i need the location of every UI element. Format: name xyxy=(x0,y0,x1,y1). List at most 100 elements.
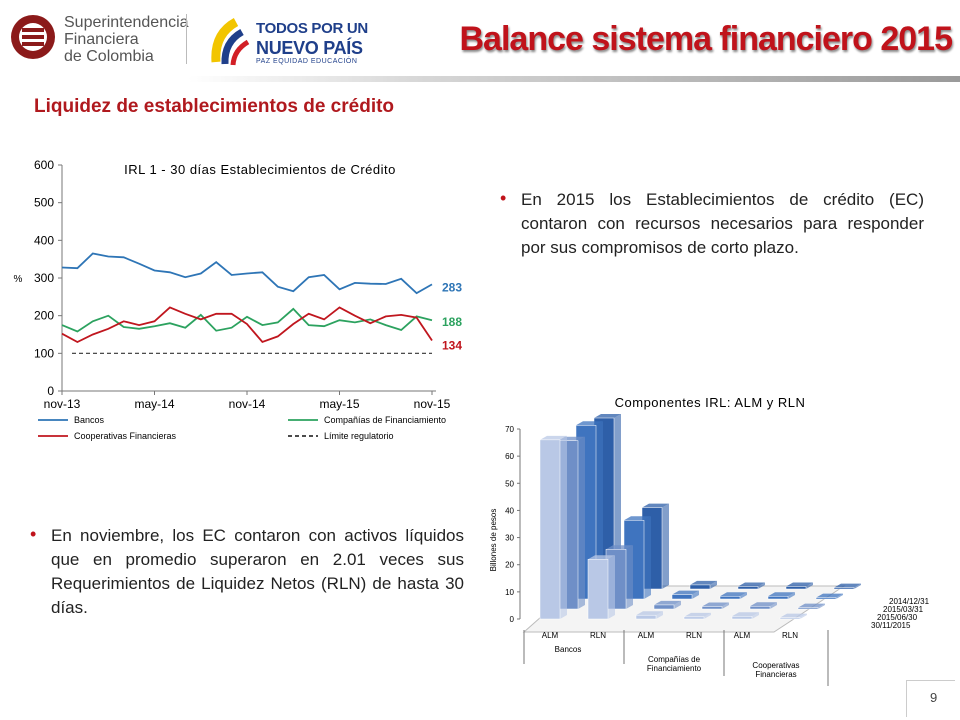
x-tick-label: may-14 xyxy=(134,397,174,411)
bar-side xyxy=(674,600,681,609)
category-label: RLN xyxy=(686,631,702,640)
bar-side xyxy=(740,592,747,599)
bar-3d xyxy=(833,583,861,590)
y-tick-label: 10 xyxy=(505,588,514,597)
bar-3d xyxy=(653,600,681,610)
series-row-label: 2015/03/31 xyxy=(883,605,924,614)
bar-top xyxy=(594,414,621,418)
bar-top xyxy=(684,612,711,617)
bar-top xyxy=(642,503,669,508)
series-line-1 xyxy=(61,307,433,333)
bar-face xyxy=(797,607,819,610)
series-row-label: 2014/12/31 xyxy=(889,597,930,606)
slogan-line-2: NUEVO PAÍS xyxy=(256,38,363,58)
bar-face xyxy=(749,606,771,610)
group-label: Cooperativas Financieras xyxy=(752,661,799,679)
y-tick-label: 400 xyxy=(34,233,54,247)
bar-top xyxy=(798,603,825,608)
bar-face xyxy=(731,616,753,620)
y-tick-label: 60 xyxy=(505,452,514,461)
irl-components-bar-chart: Componentes IRL: ALM y RLN Billones de p… xyxy=(489,395,930,686)
superfinanciera-emblem-icon xyxy=(11,15,55,59)
bar-top xyxy=(606,545,633,550)
end-value-label: 283 xyxy=(442,280,462,294)
bar-face xyxy=(635,614,657,620)
bar-top xyxy=(624,516,651,521)
series-row-label: 30/11/2015 xyxy=(871,621,911,630)
superfinanciera-logo: Superintendencia Financiera de Colombia xyxy=(8,12,189,68)
bar-face xyxy=(779,617,801,620)
series-row-label: 2015/06/30 xyxy=(877,613,918,622)
group-label-line: Compañías de xyxy=(648,655,701,664)
category-label: RLN xyxy=(782,631,798,640)
bar-top xyxy=(780,613,807,618)
bar-side xyxy=(626,545,633,609)
end-value-label: 134 xyxy=(442,339,462,353)
bar-side xyxy=(560,435,567,619)
section-title: Liquidez de establecimientos de crédito xyxy=(34,96,395,117)
category-label: RLN xyxy=(590,631,606,640)
y-tick-label: 40 xyxy=(505,506,514,515)
bar-side xyxy=(656,611,663,619)
bar-3d xyxy=(701,602,729,610)
bar-face xyxy=(815,597,837,600)
bullet-text: En noviembre, los EC contaron con activo… xyxy=(51,526,464,617)
bar-3d xyxy=(779,613,807,620)
slide-title: Balance sistema financiero 2015 xyxy=(459,20,953,58)
bar-top xyxy=(732,612,759,617)
bar-3d xyxy=(785,582,813,590)
header-divider xyxy=(186,14,187,64)
bar-face xyxy=(587,559,609,620)
bar-side xyxy=(704,612,711,619)
bar-face xyxy=(701,606,723,610)
group-label: Bancos xyxy=(555,645,582,654)
bar-3d xyxy=(719,592,747,600)
bar-side xyxy=(800,613,807,619)
bar-3d xyxy=(671,590,699,600)
bar-3d xyxy=(815,593,843,600)
y-tick-label: 300 xyxy=(34,271,54,285)
group-label-line: Cooperativas xyxy=(752,661,799,670)
bar-top xyxy=(738,582,765,587)
y-axis-label: % xyxy=(14,274,23,285)
y-tick-label: 0 xyxy=(47,384,54,398)
y-tick-label: 600 xyxy=(34,158,54,172)
bar-side xyxy=(752,612,759,619)
bar-side xyxy=(662,503,669,589)
bullet-text: En 2015 los Establecimientos de crédito … xyxy=(521,190,924,257)
chart-title: Componentes IRL: ALM y RLN xyxy=(615,395,806,410)
bar-3d xyxy=(797,603,825,610)
bar-side xyxy=(770,602,777,609)
x-tick-label: may-15 xyxy=(319,397,359,411)
bar-side xyxy=(806,582,813,589)
bar-top xyxy=(540,435,567,440)
bar-side xyxy=(818,603,825,609)
bar-top xyxy=(786,582,813,587)
bar-face xyxy=(833,587,855,590)
bar-side xyxy=(788,592,795,599)
page-number-frame xyxy=(906,680,955,717)
series-line-0 xyxy=(61,252,433,295)
bar-3d xyxy=(767,592,795,600)
bar-side xyxy=(596,421,603,599)
y-tick-label: 500 xyxy=(34,196,54,210)
end-value-label: 188 xyxy=(442,315,462,329)
bar-3d xyxy=(587,555,615,620)
category-label: ALM xyxy=(638,631,655,640)
bar-3d xyxy=(635,611,663,620)
group-label-line: Financiamiento xyxy=(647,664,702,673)
bar-3d xyxy=(539,435,567,620)
bar-side xyxy=(614,414,621,589)
bullet-november: • En noviembre, los EC contaron con acti… xyxy=(30,524,464,620)
bar-face xyxy=(719,596,741,600)
bar-top xyxy=(672,590,699,595)
irl-line-chart: IRL 1 - 30 días Establecimientos de Créd… xyxy=(14,158,463,441)
series-line-2 xyxy=(61,306,433,344)
y-tick-label: 0 xyxy=(510,615,515,624)
bar-side xyxy=(644,516,651,599)
bar-top xyxy=(816,593,843,598)
superfinanciera-logo-text: Superintendencia Financiera de Colombia xyxy=(64,14,189,65)
y-tick-label: 20 xyxy=(505,561,514,570)
nuevo-pais-emblem-icon xyxy=(211,18,250,66)
bar-face xyxy=(683,616,705,620)
